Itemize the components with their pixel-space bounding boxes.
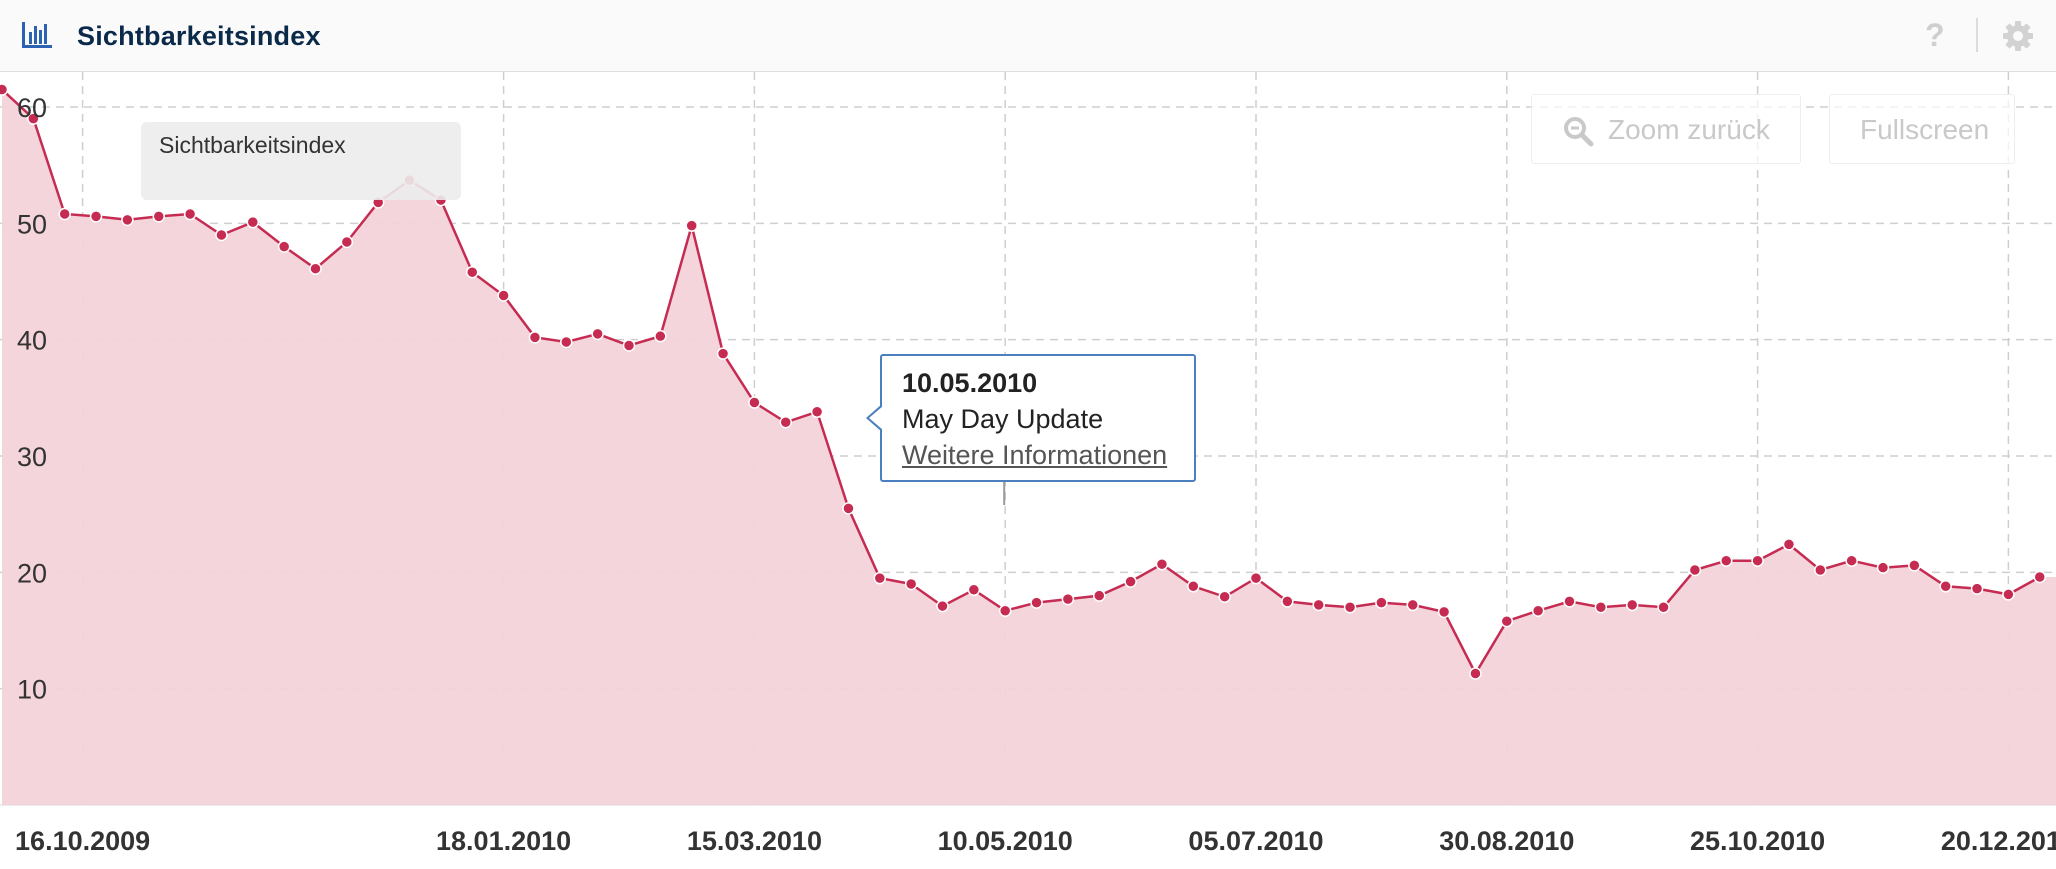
y-axis-ticks: 10 20 30 40 50 60 — [17, 93, 47, 705]
series-area — [2, 89, 2056, 806]
data-point-0[interactable] — [0, 83, 9, 96]
data-point-10[interactable] — [309, 262, 322, 275]
x-tick-label-4: 05.07.2010 — [1188, 826, 1323, 856]
data-point-39[interactable] — [1218, 590, 1231, 604]
data-point-53[interactable] — [1657, 600, 1670, 614]
data-point-57[interactable] — [1782, 538, 1796, 551]
data-point-46[interactable] — [1437, 605, 1451, 619]
data-point-27[interactable] — [842, 502, 855, 515]
data-point-30[interactable] — [936, 599, 949, 613]
data-point-45[interactable] — [1406, 598, 1419, 612]
data-point-19[interactable] — [591, 327, 604, 341]
data-point-41[interactable] — [1281, 595, 1294, 608]
data-point-51[interactable] — [1594, 600, 1608, 614]
data-point-56[interactable] — [1751, 554, 1764, 567]
data-point-24[interactable] — [748, 396, 761, 409]
data-point-23[interactable] — [716, 347, 730, 360]
data-point-28[interactable] — [873, 571, 887, 585]
data-point-59[interactable] — [1845, 554, 1858, 567]
data-point-1[interactable] — [27, 112, 40, 125]
y-tick-label-50: 50 — [17, 209, 47, 239]
x-tick-label-2: 15.03.2010 — [687, 826, 822, 856]
data-point-29[interactable] — [904, 577, 918, 591]
data-point-16[interactable] — [497, 289, 510, 302]
data-point-64[interactable] — [2002, 588, 2015, 601]
x-tick-label-1: 18.01.2010 — [436, 826, 571, 856]
bar-chart-icon — [22, 22, 52, 48]
y-tick-label-60: 60 — [17, 93, 47, 123]
chart-header: Sichtbarkeitsindex ? — [0, 0, 2056, 72]
data-point-44[interactable] — [1375, 596, 1388, 609]
data-point-26[interactable] — [810, 405, 824, 419]
x-axis-ticks: 16.10.2009 18.01.2010 15.03.2010 10.05.2010… — [15, 826, 2056, 856]
data-point-6[interactable] — [183, 207, 197, 221]
legend-label: Sichtbarkeitsindex — [159, 132, 346, 158]
data-point-50[interactable] — [1563, 595, 1576, 608]
data-point-7[interactable] — [215, 228, 228, 242]
data-point-55[interactable] — [1720, 554, 1733, 567]
data-point-65[interactable] — [2033, 570, 2046, 584]
data-point-15[interactable] — [466, 265, 479, 279]
data-point-9[interactable] — [277, 240, 291, 253]
chart-title: Sichtbarkeitsindex — [77, 21, 321, 51]
data-point-31[interactable] — [967, 583, 981, 597]
zoom-reset-label: Zoom zurück — [1608, 114, 1770, 145]
data-point-22[interactable] — [685, 219, 698, 232]
y-tick-label-40: 40 — [17, 326, 47, 356]
fullscreen-button[interactable]: Fullscreen — [1829, 94, 2015, 164]
data-point-54[interactable] — [1688, 563, 1702, 577]
x-tick-label-6: 25.10.2010 — [1690, 826, 1825, 856]
data-point-3[interactable] — [89, 210, 103, 223]
zoom-reset-button[interactable]: Zoom zurück — [1531, 94, 1801, 164]
data-point-40[interactable] — [1249, 571, 1263, 585]
data-point-43[interactable] — [1343, 600, 1357, 614]
annotation-tooltip: 10.05.2010 May Day Update Weitere Inform… — [866, 354, 1196, 482]
data-point-42[interactable] — [1312, 598, 1325, 612]
data-point-32[interactable] — [998, 604, 1012, 617]
data-point-21[interactable] — [654, 329, 667, 343]
data-point-38[interactable] — [1187, 580, 1200, 593]
x-tick-label-7: 20.12.2010 — [1941, 826, 2056, 856]
data-point-37[interactable] — [1155, 557, 1169, 571]
data-point-48[interactable] — [1500, 614, 1514, 628]
data-point-52[interactable] — [1625, 598, 1639, 612]
y-tick-label-20: 20 — [17, 558, 47, 588]
data-point-58[interactable] — [1814, 563, 1827, 577]
data-point-5[interactable] — [152, 210, 165, 223]
legend[interactable]: Sichtbarkeitsindex — [141, 122, 461, 200]
data-point-62[interactable] — [1939, 580, 1952, 593]
data-point-49[interactable] — [1531, 604, 1545, 617]
data-point-17[interactable] — [528, 331, 542, 344]
data-point-20[interactable] — [622, 339, 636, 352]
data-point-33[interactable] — [1030, 596, 1043, 609]
x-tick-label-3: 10.05.2010 — [938, 826, 1073, 856]
y-tick-label-10: 10 — [17, 675, 47, 705]
data-point-4[interactable] — [121, 213, 134, 227]
header-divider — [1976, 18, 1978, 52]
data-point-8[interactable] — [246, 215, 260, 229]
tooltip-date: 10.05.2010 — [902, 368, 1038, 398]
help-icon[interactable]: ? — [1925, 17, 1945, 53]
data-point-63[interactable] — [1970, 582, 1984, 595]
x-tick-label-5: 30.08.2010 — [1439, 826, 1574, 856]
x-tick-label-0: 16.10.2009 — [15, 826, 150, 856]
gear-icon[interactable] — [2002, 20, 2034, 52]
tooltip-title: May Day Update — [902, 404, 1104, 434]
data-point-35[interactable] — [1093, 589, 1106, 602]
data-point-61[interactable] — [1908, 559, 1921, 572]
y-tick-label-30: 30 — [17, 442, 47, 472]
data-points — [0, 83, 2046, 680]
data-point-47[interactable] — [1469, 667, 1482, 680]
data-point-36[interactable] — [1124, 575, 1137, 588]
data-point-25[interactable] — [779, 416, 792, 429]
more-info-link[interactable]: Weitere Informationen — [902, 440, 1168, 470]
data-point-11[interactable] — [340, 235, 354, 249]
data-point-34[interactable] — [1061, 592, 1075, 606]
magnifier-icon — [1564, 117, 1594, 147]
fullscreen-label: Fullscreen — [1860, 114, 1990, 145]
data-point-60[interactable] — [1876, 561, 1890, 574]
data-point-2[interactable] — [58, 207, 71, 221]
data-point-18[interactable] — [560, 335, 573, 349]
